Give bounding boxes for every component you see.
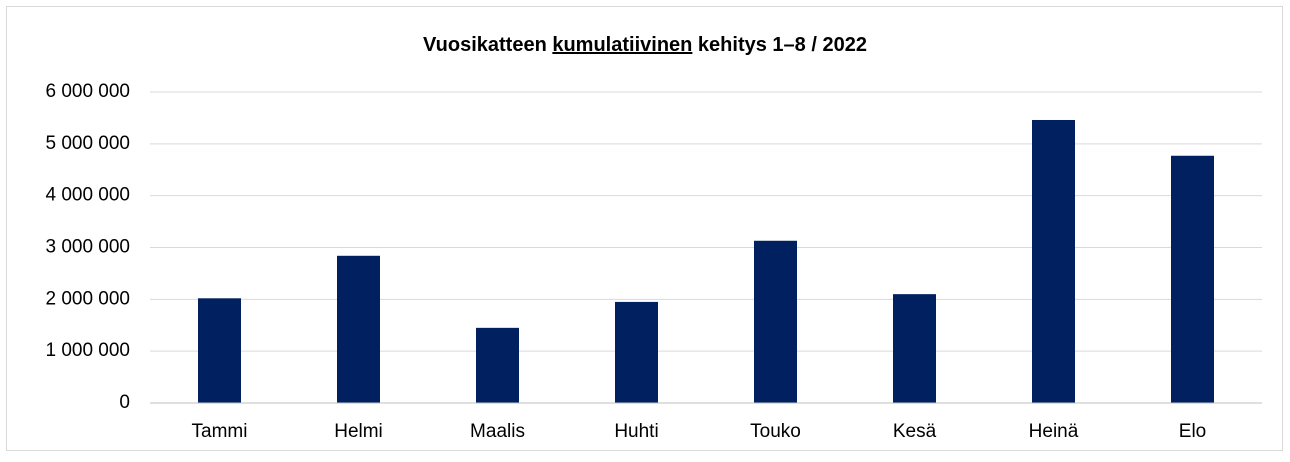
bar bbox=[1171, 155, 1214, 403]
bar bbox=[893, 294, 936, 403]
y-tick-label: 2 000 000 bbox=[45, 288, 130, 309]
x-tick-label: Helmi bbox=[334, 421, 383, 442]
x-tick-label: Touko bbox=[750, 421, 801, 442]
bar bbox=[754, 240, 797, 403]
chart-title: Vuosikatteen kumulatiivinen kehitys 1–8 … bbox=[423, 34, 867, 56]
y-tick-label: 1 000 000 bbox=[45, 340, 130, 361]
bar bbox=[198, 298, 241, 403]
bar bbox=[1032, 119, 1075, 404]
y-tick-label: 3 000 000 bbox=[45, 237, 130, 258]
y-tick-label: 6 000 000 bbox=[45, 81, 130, 102]
bar bbox=[476, 327, 519, 403]
y-tick-label: 5 000 000 bbox=[45, 133, 130, 154]
x-tick-label: Huhti bbox=[614, 421, 658, 442]
x-tick-label: Heinä bbox=[1029, 421, 1079, 442]
x-tick-label: Kesä bbox=[893, 421, 937, 442]
x-tick-label: Maalis bbox=[470, 421, 525, 442]
x-tick-label: Elo bbox=[1179, 421, 1206, 442]
x-tick-label: Tammi bbox=[192, 421, 248, 442]
y-tick-label: 0 bbox=[119, 392, 130, 413]
bar bbox=[615, 301, 658, 403]
y-tick-label: 4 000 000 bbox=[45, 185, 130, 206]
bar bbox=[337, 255, 380, 403]
